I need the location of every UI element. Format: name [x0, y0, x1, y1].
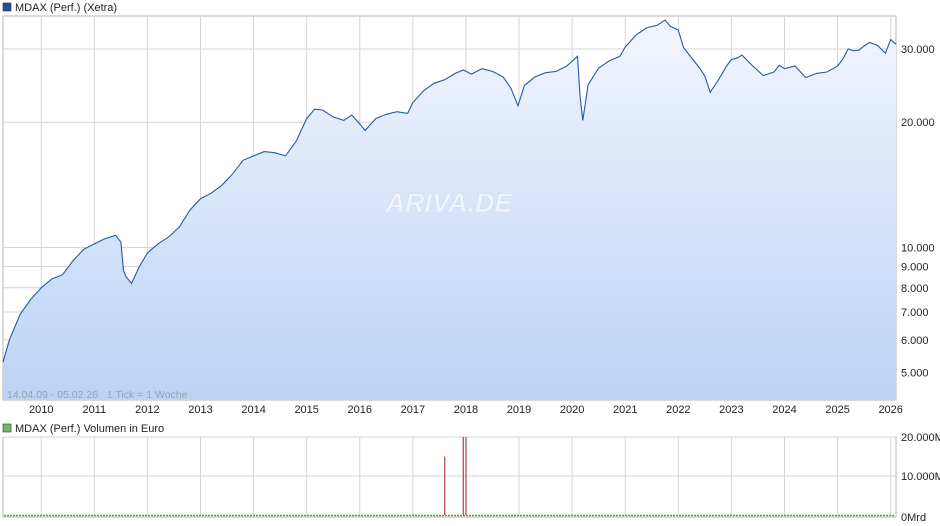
x-tick-label: 2015: [294, 404, 318, 416]
y-tick-label: 5.000: [901, 368, 929, 380]
x-tick-label: 2018: [454, 404, 478, 416]
volume-plot-frame: [2, 436, 897, 518]
x-tick-label: 2010: [29, 404, 53, 416]
y-tick-label: 20.000: [901, 117, 935, 129]
y-tick-label: 9.000: [901, 262, 929, 274]
price-chart: MDAX (Perf.) (Xetra) ARIVA.DE 14.04.09 -…: [2, 2, 935, 416]
volume-y-axis: 20.000M 10.000M 0Mrd: [901, 432, 940, 524]
x-tick-label: 2012: [135, 404, 159, 416]
x-tick-label: 2021: [613, 404, 637, 416]
x-tick-label: 2013: [188, 404, 212, 416]
volume-y-tick-label: 20.000M: [901, 432, 940, 444]
y-tick-label: 6.000: [901, 335, 929, 347]
price-x-axis: 2010 2011 2012 2013 2014 2015 2016 2017 2018 2019…: [29, 404, 903, 416]
volume-grid: [3, 436, 896, 517]
x-tick-label: 2019: [507, 404, 531, 416]
volume-chart-title: MDAX (Perf.) Volumen in Euro: [15, 423, 164, 435]
x-tick-label: 2020: [560, 404, 584, 416]
volume-y-tick-label: 0Mrd: [901, 512, 926, 524]
x-tick-label: 2011: [82, 404, 106, 416]
x-tick-label: 2023: [719, 404, 743, 416]
x-tick-label: 2014: [241, 404, 265, 416]
legend-swatch-volume: [2, 423, 12, 433]
volume-bars: [444, 437, 467, 515]
volume-y-tick-label: 10.000M: [901, 471, 940, 483]
x-tick-label: 2022: [666, 404, 690, 416]
x-tick-label: 2016: [348, 404, 372, 416]
y-tick-label: 10.000: [901, 242, 935, 254]
range-note: 14.04.09 - 05.02.26 1 Tick = 1 Woche: [7, 389, 188, 401]
watermark: ARIVA.DE: [384, 188, 513, 218]
x-tick-label: 2026: [878, 404, 902, 416]
price-chart-title: MDAX (Perf.) (Xetra): [15, 2, 117, 14]
price-area: [3, 20, 896, 400]
x-tick-label: 2024: [772, 404, 796, 416]
price-y-axis: 30.000 20.000 10.000 9.000 8.000 7.000 6.000 5.…: [901, 44, 935, 380]
y-tick-label: 30.000: [901, 44, 935, 56]
volume-chart: MDAX (Perf.) Volumen in Euro 20.000M 10.0…: [2, 423, 940, 524]
x-tick-label: 2017: [401, 404, 425, 416]
legend-swatch-price: [2, 2, 12, 12]
y-tick-label: 7.000: [901, 307, 929, 319]
x-tick-label: 2025: [825, 404, 849, 416]
price-line: [2, 19, 897, 363]
y-tick-label: 8.000: [901, 283, 929, 295]
